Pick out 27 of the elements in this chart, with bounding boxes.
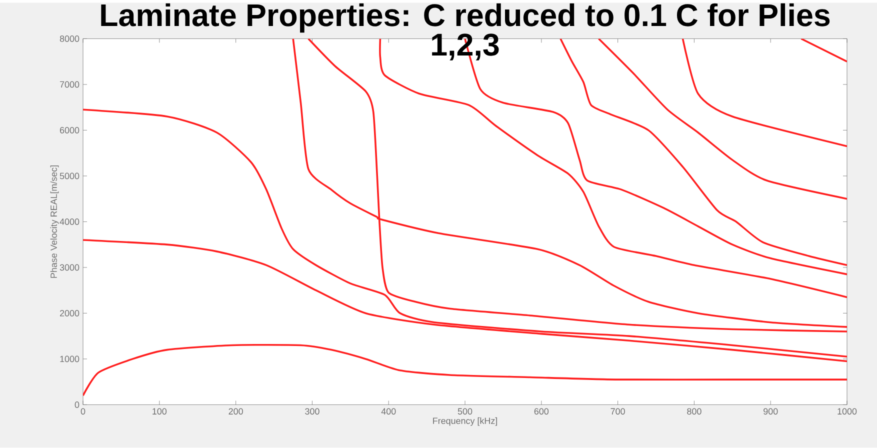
y-tick-label: 5000 bbox=[60, 172, 80, 180]
line-series bbox=[598, 38, 848, 200]
x-axis-title: Frequency [kHz] bbox=[433, 418, 498, 426]
x-tick-label: 800 bbox=[687, 408, 702, 415]
x-tick-label: 1000 bbox=[838, 408, 857, 415]
line-series bbox=[83, 108, 848, 358]
line-series bbox=[83, 344, 848, 397]
y-axis-title: Phase Velocity REAL[m/sec] bbox=[50, 166, 59, 278]
y-tick-label: 7000 bbox=[60, 81, 80, 88]
y-tick-label: 0 bbox=[74, 402, 80, 408]
x-tick-label: 500 bbox=[458, 408, 472, 415]
x-tick-label: 300 bbox=[305, 408, 320, 415]
x-tick-label: 900 bbox=[764, 408, 778, 415]
y-tick-label: 4000 bbox=[60, 218, 80, 226]
x-tick-label: 100 bbox=[152, 408, 167, 415]
x-tick-label: 0 bbox=[80, 408, 86, 415]
y-tick-label: 3000 bbox=[60, 264, 80, 271]
y-tick-label: 8000 bbox=[60, 36, 80, 42]
y-tick-label: 6000 bbox=[60, 127, 80, 134]
y-tick-label: 1000 bbox=[60, 356, 80, 362]
line-series bbox=[560, 38, 848, 266]
x-tick-label: 700 bbox=[610, 408, 625, 415]
x-tick-label: 600 bbox=[534, 408, 549, 415]
x-tick-label: 200 bbox=[228, 408, 243, 415]
x-tick-label: 400 bbox=[381, 408, 396, 415]
y-tick-label: 2000 bbox=[60, 310, 80, 317]
line-series bbox=[682, 38, 848, 148]
